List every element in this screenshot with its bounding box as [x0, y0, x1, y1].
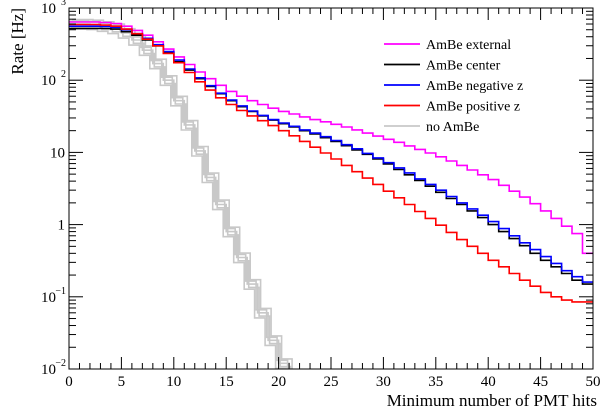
- legend-label-ambe-positive-z: AmBe positive z: [426, 100, 520, 115]
- x-tick-label: 40: [481, 374, 496, 390]
- y-tick-label: 10: [41, 290, 56, 306]
- legend-label-ambe-negative-z: AmBe negative z: [426, 79, 523, 94]
- x-tick-label: 15: [219, 374, 234, 390]
- series-line-no-ambe-1: [69, 28, 287, 369]
- y-tick-exponent: −2: [55, 358, 66, 369]
- y-tick-label: 10: [50, 145, 65, 161]
- x-tick-label: 0: [65, 374, 73, 390]
- legend-label-no-ambe: no AmBe: [426, 120, 479, 135]
- series-line-ambe-external: [69, 21, 593, 255]
- y-tick-exponent: 3: [61, 0, 66, 8]
- x-tick-label: 30: [376, 374, 391, 390]
- x-tick-label: 45: [533, 374, 548, 390]
- y-tick-label: 1: [58, 218, 66, 234]
- series-line-no-ambe-2: [69, 20, 289, 369]
- x-tick-label: 50: [586, 374, 601, 390]
- legend-label-ambe-external: AmBe external: [426, 38, 511, 53]
- y-tick-exponent: 2: [61, 69, 66, 80]
- y-tick-label: 10: [41, 73, 56, 89]
- x-tick-label: 10: [166, 374, 181, 390]
- y-tick-label: 10: [41, 362, 56, 378]
- x-axis-label: Minimum number of PMT hits: [387, 391, 597, 410]
- x-tick-label: 20: [271, 374, 286, 390]
- x-tick-label: 5: [118, 374, 126, 390]
- series-layer: [69, 18, 593, 369]
- legend: AmBe external AmBe center AmBe negative z A…: [384, 38, 523, 135]
- series-line-ambe-positive-z: [69, 23, 593, 303]
- x-tick-label: 35: [428, 374, 443, 390]
- y-tick-exponent: −1: [55, 286, 66, 297]
- series-line-no-ambe-3: [69, 23, 290, 369]
- series-line-no-ambe-4: [70, 26, 292, 369]
- y-axis-label: Rate [Hz]: [8, 8, 27, 75]
- legend-label-ambe-center: AmBe center: [426, 59, 501, 74]
- y-tick-label: 10: [41, 1, 56, 17]
- x-tick-label: 25: [324, 374, 339, 390]
- series-line-ambe-negative-z: [69, 25, 593, 283]
